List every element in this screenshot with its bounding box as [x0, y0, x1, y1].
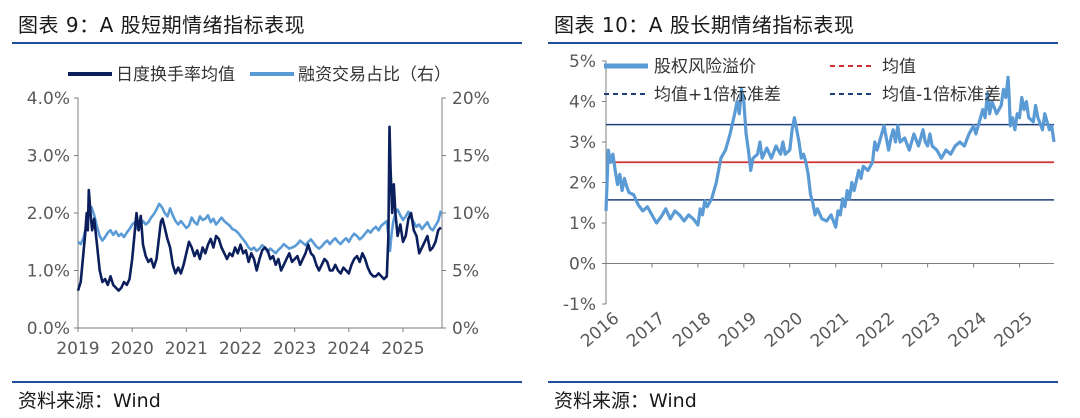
- y-tick-label: 0%: [569, 255, 596, 275]
- y-tick-label: 1%: [569, 214, 596, 234]
- right-y-tick-label: 5%: [452, 262, 479, 282]
- x-tick-label: 2017: [623, 309, 669, 352]
- right-chart-source: 资料来源：Wind: [554, 390, 697, 412]
- right-y-tick-label: 0%: [452, 319, 479, 339]
- left-chart-title: 图表 9：A 股短期情绪指标表现: [18, 13, 306, 37]
- x-tick-label: 2024: [945, 309, 991, 352]
- x-tick-label: 2023: [273, 339, 316, 359]
- x-tick-label: 2019: [715, 309, 761, 352]
- y-tick-label: 4%: [569, 93, 596, 113]
- left-chart-source: 资料来源：Wind: [18, 390, 161, 412]
- legend-label-mean-minus-sd: 均值-1倍标准差: [882, 85, 1001, 105]
- x-tick-label: 2022: [853, 309, 899, 352]
- left-y-tick-label: 4.0%: [27, 89, 70, 109]
- right-line-chart: -1%0%1%2%3%4%5%2016 2017 2018 2019 2020 2021 2…: [563, 52, 1056, 352]
- x-tick-label: 2021: [165, 339, 208, 359]
- y-tick-label: 3%: [569, 133, 596, 153]
- legend-label-mean-plus-sd: 均值+1倍标准差: [654, 85, 781, 105]
- left-source-rule: [12, 381, 522, 383]
- legend-label-margin-share: 融资交易占比（右）: [298, 65, 451, 85]
- left-y-tick-label: 2.0%: [27, 204, 70, 224]
- left-chart-panel: 图表 9：A 股短期情绪指标表现 0.0% 1.0% 2.0% 3.0% 4.0% 0% 5…: [12, 0, 522, 418]
- left-y-tick-label: 3.0%: [27, 147, 70, 167]
- legend-label-turnover: 日度换手率均值: [116, 65, 235, 85]
- x-tick-label: 2022: [219, 339, 262, 359]
- x-tick-label: 2020: [111, 339, 154, 359]
- x-tick-label: 2021: [807, 309, 853, 352]
- turnover-series-line: [76, 125, 442, 292]
- left-title-rule: [12, 42, 522, 44]
- right-source-rule: [548, 381, 1058, 383]
- y-tick-label: -1%: [563, 295, 596, 315]
- x-tick-label: 2024: [327, 339, 370, 359]
- erp-series-line: [604, 75, 1056, 229]
- right-y-tick-label: 20%: [452, 89, 490, 109]
- x-tick-label: 2025: [991, 309, 1037, 352]
- right-title-rule: [548, 42, 1058, 44]
- legend-label-mean: 均值: [882, 57, 916, 77]
- x-tick-label: 2020: [761, 309, 807, 352]
- y-tick-label: 2%: [569, 174, 596, 194]
- x-tick-label: 2025: [381, 339, 424, 359]
- right-y-tick-label: 15%: [452, 147, 490, 167]
- left-y-tick-label: 0.0%: [27, 319, 70, 339]
- left-y-tick-label: 1.0%: [27, 262, 70, 282]
- left-line-chart: 0.0% 1.0% 2.0% 3.0% 4.0% 0% 5% 10% 15% 20% 2019 202…: [27, 65, 490, 359]
- x-tick-label: 2018: [669, 309, 715, 352]
- x-tick-label: 2023: [899, 309, 945, 352]
- right-chart-panel: 图表 10：A 股长期情绪指标表现 -1% 0% 1% 2% 3% 4% 5% 2016 201…: [548, 0, 1058, 418]
- right-y-tick-label: 10%: [452, 204, 490, 224]
- legend-label-erp: 股权风险溢价: [654, 57, 756, 77]
- x-tick-label: 2019: [56, 339, 99, 359]
- right-chart-title: 图表 10：A 股长期情绪指标表现: [554, 13, 855, 37]
- y-tick-label: 5%: [569, 52, 596, 72]
